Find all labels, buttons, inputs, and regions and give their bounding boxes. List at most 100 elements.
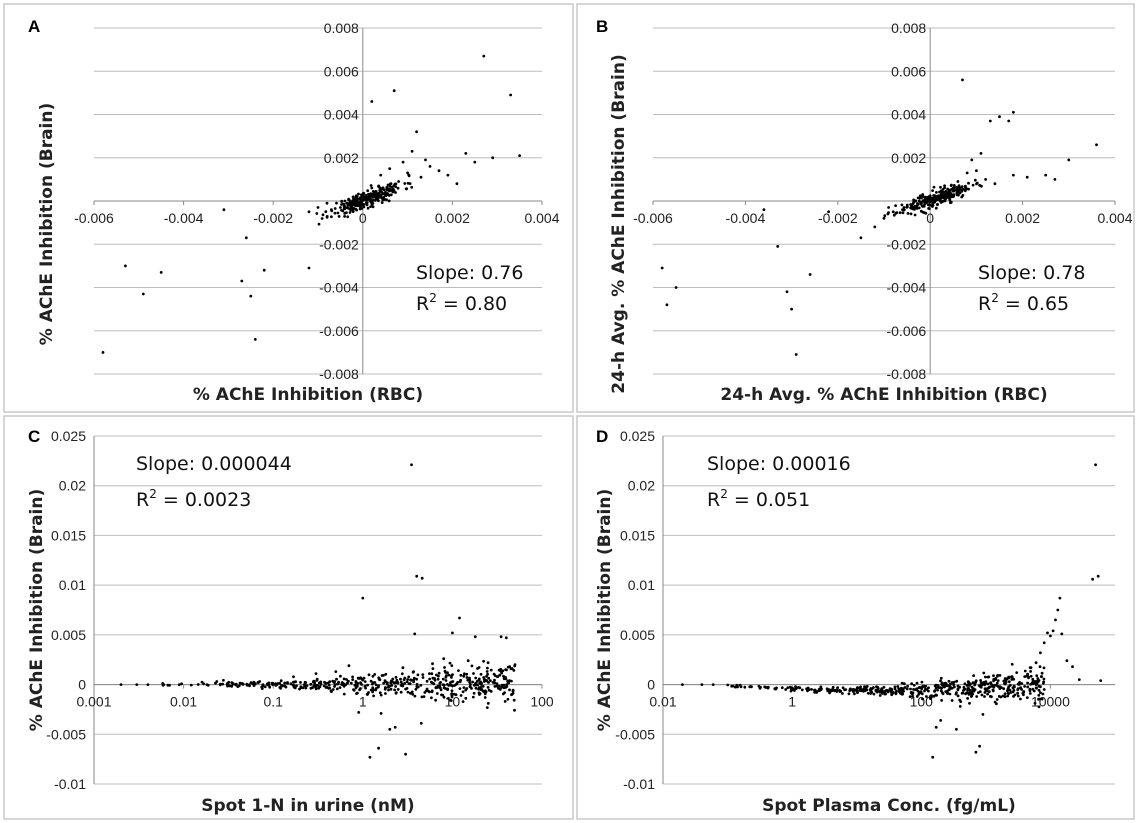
data-point (360, 204, 364, 207)
data-point (377, 199, 380, 203)
y-tick-label: -0.005 (615, 726, 655, 742)
x-tick-label: -0.002 (818, 210, 858, 226)
data-point (513, 708, 516, 712)
data-point (320, 217, 324, 220)
data-point (335, 687, 339, 691)
data-point (446, 688, 449, 691)
data-point (892, 213, 896, 217)
data-point (370, 186, 374, 190)
data-point (917, 692, 921, 696)
data-point (808, 273, 812, 276)
y-tick-label: 0.004 (891, 107, 926, 123)
data-point (902, 208, 906, 212)
data-point (930, 199, 934, 203)
data-point (472, 691, 476, 695)
data-point (253, 338, 257, 341)
data-point (1035, 686, 1038, 690)
data-point (333, 680, 336, 683)
data-point (939, 192, 943, 196)
data-point (978, 183, 981, 187)
data-point (355, 195, 358, 199)
data-point (939, 679, 942, 683)
y-tick-label: 0.015 (51, 527, 86, 543)
data-point (415, 685, 419, 688)
y-tick-label: 0.02 (628, 478, 655, 494)
data-point (923, 196, 927, 199)
data-point (912, 198, 915, 202)
data-point (473, 635, 477, 639)
data-point (415, 677, 418, 681)
data-point (1038, 665, 1042, 669)
data-point (319, 680, 323, 684)
data-points (681, 463, 1103, 759)
data-point (385, 198, 388, 202)
data-point (1002, 679, 1006, 683)
y-tick-label: -0.01 (54, 776, 86, 792)
data-point (361, 596, 365, 600)
data-point (986, 687, 990, 690)
data-point (931, 197, 935, 200)
data-point (283, 684, 287, 688)
data-point (980, 693, 984, 697)
data-point (901, 211, 905, 215)
data-point (419, 175, 423, 179)
data-point (935, 191, 938, 194)
data-point (428, 677, 431, 681)
data-point (468, 685, 472, 689)
data-point (776, 245, 780, 248)
data-point (348, 199, 352, 203)
data-point (245, 682, 249, 686)
data-point (906, 684, 909, 688)
data-point (442, 695, 446, 699)
data-point (373, 195, 377, 199)
data-point (1034, 661, 1038, 665)
data-point (369, 688, 373, 692)
data-points (101, 54, 521, 354)
y-tick-label: 0.01 (628, 577, 655, 593)
data-point (347, 664, 351, 668)
data-point (416, 673, 420, 677)
data-point (1049, 634, 1052, 638)
y-tick-label: -0.008 (886, 366, 926, 382)
data-point (913, 205, 917, 208)
data-point (461, 700, 465, 703)
data-point (442, 657, 446, 661)
data-point (948, 692, 952, 696)
data-point (512, 669, 516, 672)
data-point (1004, 680, 1008, 684)
r2-annotation: R2 = 0.80 (416, 291, 507, 315)
y-tick-label: -0.008 (319, 366, 359, 382)
data-point (943, 184, 946, 188)
data-point (1025, 175, 1029, 179)
data-point (975, 169, 978, 173)
data-point (410, 690, 414, 694)
chart-panel-b: -0.008-0.006-0.004-0.00200.0020.0040.006… (576, 3, 1135, 413)
data-point (482, 680, 486, 683)
data-point (499, 635, 503, 639)
data-point (319, 682, 323, 686)
r2-annotation: R2 = 0.65 (978, 291, 1069, 315)
data-point (382, 681, 386, 685)
data-point (459, 694, 463, 697)
data-point (989, 682, 993, 686)
data-point (366, 206, 370, 210)
r2-exponent: 2 (149, 487, 157, 501)
data-point (415, 574, 419, 578)
data-point (909, 691, 913, 695)
data-point (325, 215, 329, 219)
data-point (794, 685, 797, 688)
panel-letter: D (596, 427, 608, 446)
data-point (1054, 618, 1057, 622)
r2-value: = 0.80 (437, 293, 507, 315)
data-point (464, 696, 468, 700)
x-tick-label: 0.1 (263, 694, 283, 710)
data-point (324, 210, 328, 214)
data-point (373, 673, 377, 676)
data-point (1037, 705, 1041, 709)
data-point (478, 692, 482, 695)
data-point (1042, 677, 1046, 681)
data-point (954, 692, 958, 696)
y-tick-label: -0.01 (623, 776, 655, 792)
data-point (351, 209, 355, 213)
